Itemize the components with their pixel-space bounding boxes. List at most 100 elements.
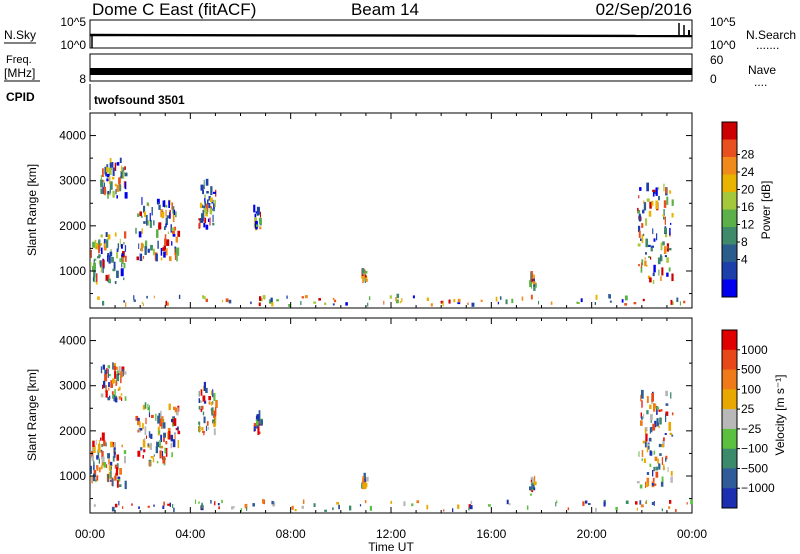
colorbar-tick-label: 1000 xyxy=(741,343,768,357)
power-echo-cell xyxy=(141,215,143,218)
power-echo-cell xyxy=(175,249,177,254)
power-echo-cell xyxy=(93,275,96,283)
velocity-echo-cell xyxy=(658,409,661,412)
power-echo-cell xyxy=(100,188,103,194)
velocity-echo-cell xyxy=(213,421,216,427)
power-echo-cell xyxy=(665,187,668,194)
velocity-echo-cell xyxy=(210,401,213,406)
velocity-echo-cell xyxy=(202,430,205,433)
velocity-echo-cell xyxy=(232,506,235,509)
velocity-echo-cell xyxy=(644,441,647,448)
velocity-echo-cell xyxy=(202,395,206,402)
velocity-echo-cell xyxy=(115,467,119,476)
power-echo-cell xyxy=(121,253,124,257)
power-echo-cell xyxy=(112,190,115,198)
power-echo-cell xyxy=(649,277,652,283)
power-echo-cell xyxy=(116,248,119,253)
power-echo-cell xyxy=(155,253,158,262)
nsearch-label: N.Search xyxy=(746,28,796,42)
power-echo-cell xyxy=(119,157,122,163)
power-echo-cell xyxy=(663,183,665,192)
power-echo-cell xyxy=(176,255,178,262)
power-echo-cell xyxy=(270,297,273,303)
velocity-echo-cell xyxy=(95,439,97,445)
power-echo-cell xyxy=(120,268,124,277)
power-echo-cell xyxy=(650,246,653,252)
power-echo-cell xyxy=(109,191,111,196)
power-echo-cell xyxy=(96,273,98,283)
power-echo-cell xyxy=(259,226,262,230)
power-echo-cell xyxy=(138,243,140,249)
power-echo-cell xyxy=(165,300,168,306)
power-echo-cell xyxy=(143,221,146,224)
colorbar-frame xyxy=(721,329,738,509)
velocity-echo-cell xyxy=(203,400,207,404)
power-echo-cell xyxy=(138,231,142,238)
velocity-echo-region xyxy=(198,381,218,436)
power-echo-cell xyxy=(228,299,232,304)
power-echo-cell xyxy=(105,172,107,177)
power-panel: 4000 3000 2000 1000 Slant Range [km] 28 24 20… xyxy=(25,112,773,309)
velocity-echo-cell xyxy=(121,397,123,401)
power-echo-cell xyxy=(668,248,672,251)
power-echo-cell xyxy=(213,191,216,194)
power-echo-cell xyxy=(146,295,148,299)
power-echo-cell xyxy=(123,300,125,303)
power-echo-cell xyxy=(93,262,96,270)
power-echo-cell xyxy=(93,258,97,261)
power-echo-cell xyxy=(637,207,639,213)
velocity-echo-cell xyxy=(109,461,113,466)
power-echo-cell xyxy=(135,227,137,234)
velocity-echo-cell xyxy=(646,482,649,488)
velocity-echo-cell xyxy=(416,500,420,504)
power-echo-cell xyxy=(143,205,146,213)
power-echo-cell xyxy=(102,168,104,177)
power-echo-cell xyxy=(107,253,110,257)
velocity-echo-cell xyxy=(173,406,176,410)
power-echo-cell xyxy=(119,258,121,263)
power-echo-cell xyxy=(214,199,216,208)
noise-strip: N.Sky 10^5 10^0 10^5 10^0 N.Search .....… xyxy=(4,15,796,52)
velocity-echo-cell xyxy=(584,500,588,504)
nave-label: Nave xyxy=(748,63,776,77)
power-echo-cell xyxy=(641,234,644,244)
velocity-echo-cell xyxy=(670,471,673,476)
power-echo-cell xyxy=(145,240,148,249)
power-echo-cell xyxy=(448,299,451,304)
velocity-echo-cell xyxy=(90,465,92,474)
velocity-echo-cell xyxy=(531,477,534,487)
power-echo-region xyxy=(97,293,686,307)
colorbar-tick-label: 24 xyxy=(741,165,755,179)
velocity-echo-cell xyxy=(101,451,104,459)
power-echo-cell xyxy=(164,226,166,230)
cpid-strip: CPID twofsound 3501 xyxy=(6,84,185,110)
velocity-echo-cell xyxy=(670,476,673,483)
power-echo-cell xyxy=(100,243,102,246)
power-echo-cell xyxy=(318,298,321,301)
velocity-echo-cell xyxy=(123,450,127,454)
power-echo-cell xyxy=(649,201,652,209)
power-echo-cell xyxy=(160,257,163,261)
colorbar-tick-label: −500 xyxy=(741,461,768,475)
power-echo-cell xyxy=(207,199,209,205)
velocity-echo-cell xyxy=(108,382,110,388)
power-echo-cell xyxy=(426,297,429,301)
power-echo-cell xyxy=(102,265,104,274)
power-echo-cell xyxy=(124,255,127,262)
velocity-echo-cell xyxy=(137,450,141,457)
noise-left-tick: 10^0 xyxy=(60,38,86,52)
velocity-echo-cell xyxy=(100,437,102,441)
colorbar-swatch xyxy=(722,409,737,430)
power-echo-cell xyxy=(203,222,206,228)
power-echo-cell xyxy=(165,217,168,225)
power-echo-cell xyxy=(208,196,211,201)
power-echo-cell xyxy=(642,210,645,214)
power-echo-cell xyxy=(98,260,100,265)
power-echo-cell xyxy=(92,277,94,282)
velocity-echo-cell xyxy=(652,470,654,477)
colorbar-swatch xyxy=(722,349,737,371)
power-echo-cell xyxy=(396,293,400,299)
velocity-echo-cell xyxy=(664,433,667,435)
power-echo-cell xyxy=(139,211,142,217)
